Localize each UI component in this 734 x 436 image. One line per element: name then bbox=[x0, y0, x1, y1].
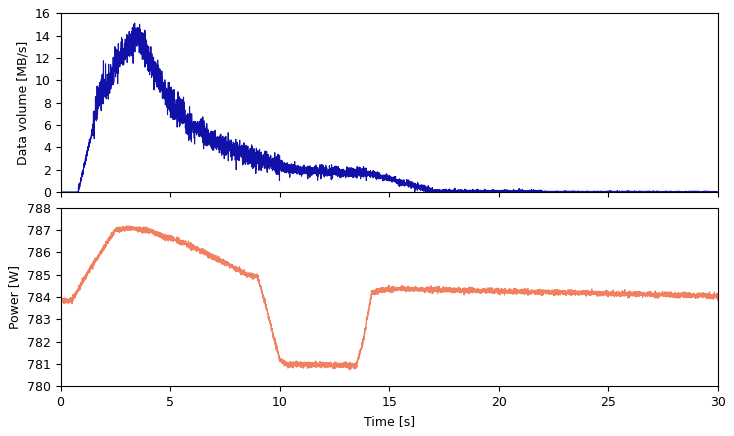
X-axis label: Time [s]: Time [s] bbox=[363, 415, 415, 428]
Y-axis label: Power [W]: Power [W] bbox=[8, 265, 21, 329]
Y-axis label: Data volume [MB/s]: Data volume [MB/s] bbox=[16, 41, 29, 165]
